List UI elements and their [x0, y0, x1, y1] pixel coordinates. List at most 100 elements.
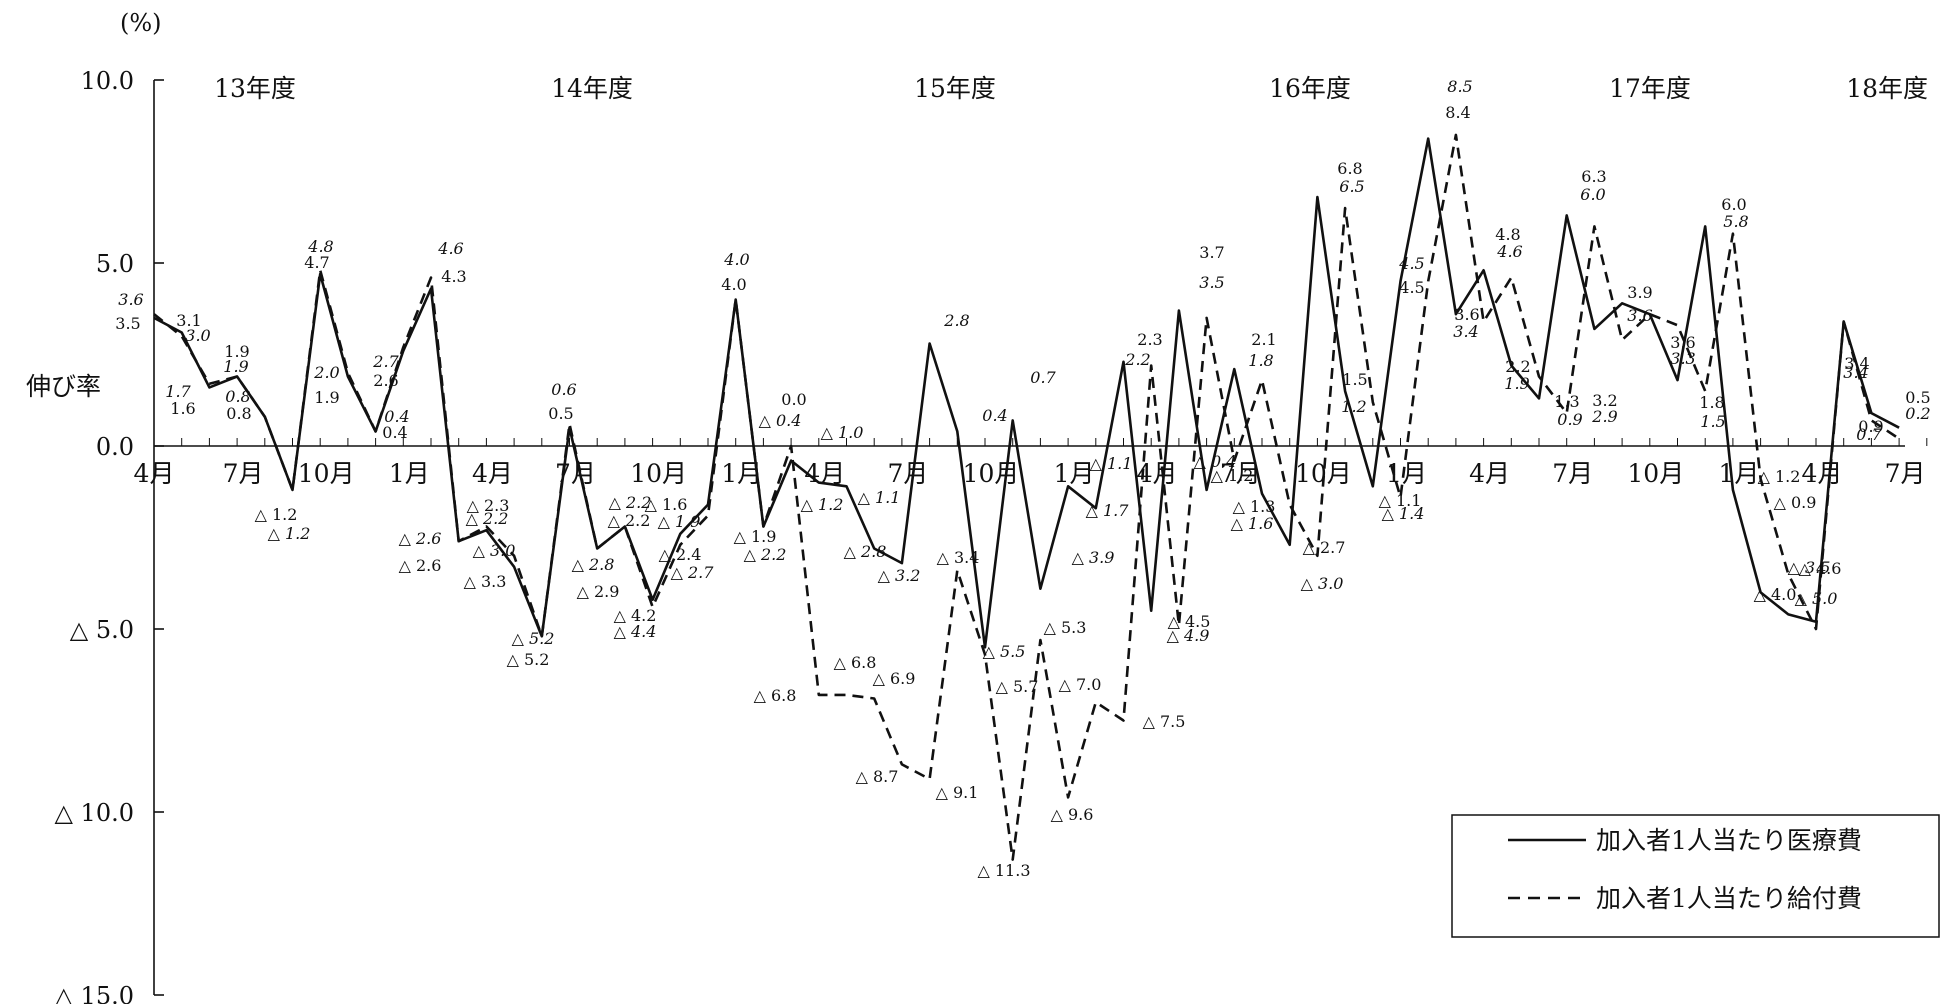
data-label: △ 0.4: [1194, 452, 1237, 471]
y-tick-label: △ 5.0: [70, 616, 134, 644]
fiscal-year-labels: 13年度 14年度 15年度 16年度 17年度 18年度: [214, 74, 1928, 103]
data-label: △ 0.4: [759, 411, 802, 430]
data-label: 1.9: [1504, 374, 1529, 393]
data-label: △ 1.2: [1758, 467, 1801, 486]
x-tick-label: 1月: [1386, 459, 1427, 488]
x-tick-label: 7月: [1220, 459, 1261, 488]
data-label: 0.7: [1856, 425, 1882, 444]
data-label: 3.0: [185, 326, 210, 345]
data-label: △ 7.0: [1059, 675, 1102, 694]
data-label: 4.6: [437, 239, 463, 258]
data-label: △ 3.0: [1301, 574, 1344, 593]
data-label: △ 2.7: [1303, 538, 1346, 557]
data-label: △ 2.4: [659, 545, 702, 564]
data-label: 0.4: [982, 406, 1007, 425]
data-label: △ 1.2: [255, 505, 298, 524]
data-label: 4.5: [1399, 278, 1424, 297]
x-tick-label: 1月: [389, 459, 430, 488]
data-label: △ 1.9: [734, 527, 777, 546]
data-label: 3.6: [1627, 306, 1652, 325]
data-label: 1.3: [1554, 392, 1579, 411]
legend-label: 加入者1人当たり給付費: [1596, 884, 1862, 913]
data-label: 1.5: [1342, 370, 1367, 389]
data-label: △ 5.5: [983, 642, 1026, 661]
x-tick-label: 4月: [134, 459, 175, 488]
data-label: △ 7.5: [1143, 712, 1186, 731]
x-tick-label: 7月: [223, 459, 264, 488]
data-label: △ 0.9: [1774, 493, 1817, 512]
data-label: △ 1.2: [801, 495, 844, 514]
x-tick-label: 10月: [1627, 459, 1684, 488]
data-label: 3.5: [115, 314, 140, 333]
fiscal-year-label: 18年度: [1846, 74, 1928, 103]
data-label: 1.9: [314, 388, 339, 407]
data-label: △ 1.1: [1379, 491, 1422, 510]
data-label: △ 9.6: [1051, 805, 1094, 824]
data-label: △ 6.8: [834, 653, 877, 672]
x-tick-label: 7月: [1552, 459, 1593, 488]
data-label: 0.7: [1030, 368, 1056, 387]
data-label: △ 3.5: [1788, 558, 1831, 577]
data-label: 4.3: [441, 267, 466, 286]
data-label: △ 3.9: [1072, 548, 1115, 567]
x-tick-label: 7月: [1885, 459, 1926, 488]
data-label: △ 5.7: [996, 677, 1039, 696]
data-label: 4.8: [1495, 225, 1520, 244]
data-label: 0.4: [382, 423, 407, 442]
data-label: △ 1.9: [658, 512, 701, 531]
legend-box: [1451, 814, 1940, 938]
data-label: △ 4.6: [1799, 559, 1842, 578]
data-label: △ 2.8: [844, 542, 887, 561]
y-axis-label: 伸び率: [26, 372, 101, 401]
data-label: △ 5.0: [1795, 589, 1838, 608]
data-label: △ 4.5: [1168, 612, 1211, 631]
data-label: △ 2.2: [466, 509, 509, 528]
data-label: 3.3: [1670, 349, 1695, 368]
data-label: 8.4: [1445, 103, 1470, 122]
data-label: △ 4.0: [1754, 585, 1797, 604]
data-label: △ 1.6: [645, 495, 688, 514]
data-label: 8.5: [1447, 77, 1472, 96]
data-label: 1.6: [170, 399, 195, 418]
x-tick-label: 4月: [472, 459, 513, 488]
x-tick-label: 1月: [1054, 459, 1095, 488]
data-label: 5.8: [1723, 212, 1748, 231]
data-label: △ 2.3: [467, 496, 510, 515]
data-label: 3.5: [1199, 273, 1224, 292]
data-label: 1.9: [224, 342, 249, 361]
data-label: 0.9: [1858, 417, 1883, 436]
data-label: △ 5.2: [512, 629, 555, 648]
fiscal-year-label: 15年度: [914, 74, 996, 103]
fiscal-year-label: 16年度: [1269, 74, 1351, 103]
data-label: 0.5: [1905, 388, 1930, 407]
data-label: 1.5: [1700, 412, 1725, 431]
data-label: 0.0: [781, 390, 806, 409]
data-label: △ 4.9: [1167, 626, 1210, 645]
fiscal-year-label: 13年度: [214, 74, 296, 103]
data-label: 3.7: [1199, 243, 1224, 262]
fiscal-year-label: 14年度: [551, 74, 633, 103]
data-label: △ 2.7: [671, 563, 715, 582]
data-label: 2.2: [1124, 350, 1150, 369]
data-label: 1.7: [165, 382, 191, 401]
data-label: 4.8: [307, 237, 333, 256]
data-label: △ 6.9: [873, 669, 916, 688]
data-label: 4.7: [304, 253, 329, 272]
data-label: △ 2.6: [399, 556, 442, 575]
data-label: 0.9: [1557, 410, 1582, 429]
x-tick-label: 7月: [887, 459, 928, 488]
y-tick-labels: 10.0 5.0 0.0 △ 5.0 △ 10.0 △ 15.0: [54, 67, 134, 1004]
data-label: △ 1.7: [1086, 501, 1130, 520]
data-label: 3.6: [1454, 305, 1479, 324]
data-label: 6.3: [1581, 167, 1606, 186]
data-label: △ 2.2: [744, 545, 787, 564]
data-label: 6.8: [1337, 159, 1362, 178]
data-label: 0.8: [226, 404, 251, 423]
data-label: △ 4.2: [614, 606, 657, 625]
data-label: 2.8: [943, 311, 969, 330]
data-label: △ 1.1: [1090, 454, 1133, 473]
data-label: 0.8: [225, 387, 250, 406]
data-label: △ 3.0: [473, 541, 516, 560]
data-label: 3.4: [1453, 322, 1478, 341]
